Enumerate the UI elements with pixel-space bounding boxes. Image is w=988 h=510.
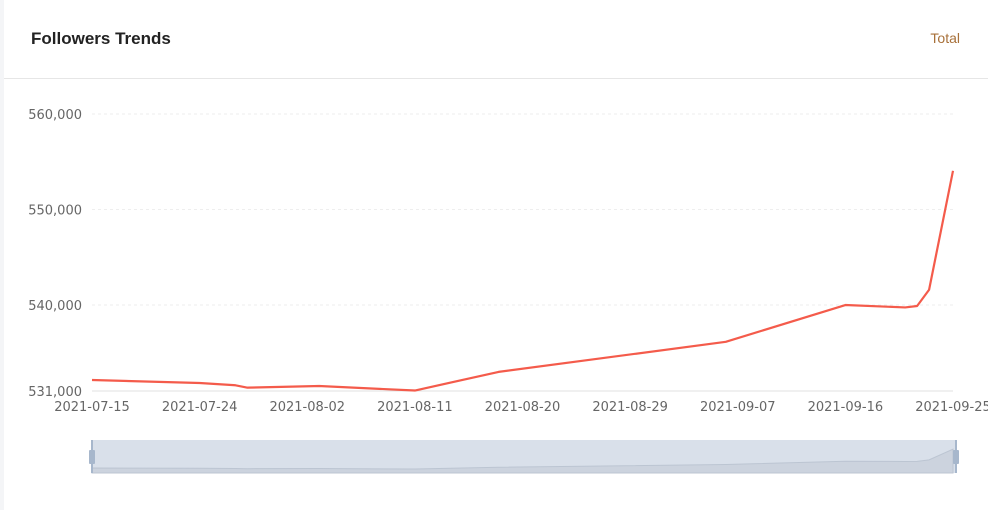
x-tick-label: 2021-09-07 [700,400,776,415]
total-button[interactable]: Total [930,30,960,46]
x-tick-label: 2021-09-16 [808,400,884,415]
card-header: Followers Trends Total [4,0,988,79]
x-tick-label: 2021-07-15 [54,400,130,415]
series-line [91,170,955,392]
x-tick-label: 2021-07-24 [162,400,238,415]
slider-preview-area [91,448,954,474]
followers-trends-card: Followers Trends Total [4,0,988,510]
x-tick-label: 2021-08-02 [269,400,345,415]
y-tick-label: 550,000 [28,204,82,219]
x-tick-label: 2021-09-25 [915,400,988,415]
y-tick-label: 540,000 [28,299,82,314]
x-tick-label: 2021-08-20 [485,400,561,415]
y-tick-label: 560,000 [28,108,82,123]
x-tick-label: 2021-08-29 [592,400,668,415]
slider-left-grip-icon[interactable] [89,450,95,464]
card-title: Followers Trends [31,29,171,48]
slider-right-grip-icon[interactable] [953,450,959,464]
y-tick-label: 531,000 [28,385,82,400]
x-tick-label: 2021-08-11 [377,400,453,415]
